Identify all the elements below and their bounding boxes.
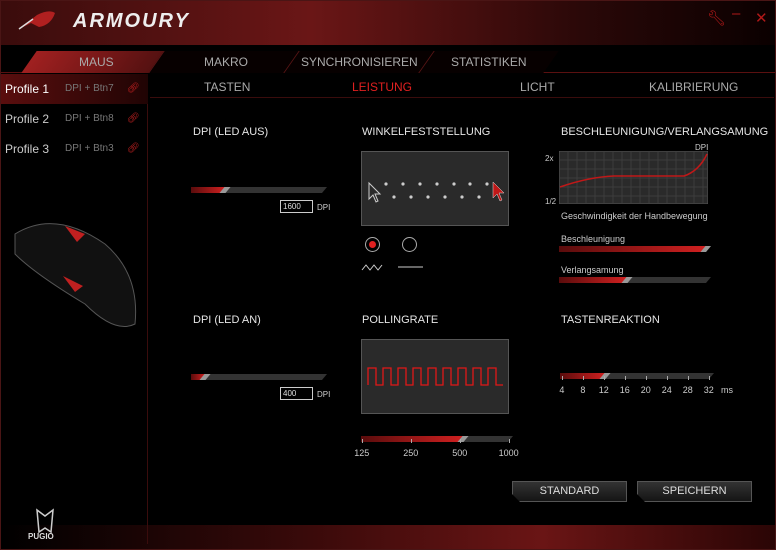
tick-mark (688, 376, 689, 380)
square-wave-graphic (367, 367, 503, 386)
polling-rate-preview (361, 339, 509, 414)
tab-makro[interactable]: MAKRO (148, 51, 304, 73)
pugio-logo-icon (36, 508, 54, 534)
standard-button[interactable]: STANDARD (512, 481, 627, 502)
tab-label: STATISTIKEN (451, 55, 527, 69)
profile-name: Profile 2 (5, 112, 50, 126)
tick-mark (625, 376, 626, 380)
tab-tasten[interactable]: TASTEN (204, 80, 251, 94)
dpi-led-off-input[interactable]: 1600 (280, 200, 313, 213)
tab-synchronisieren[interactable]: SYNCHRONISIEREN (283, 51, 434, 73)
polling-rate-title: POLLINGRATE (362, 314, 439, 326)
profile-name: Profile 1 (5, 82, 50, 96)
tick-label: 125 (354, 448, 370, 458)
profile-item-2[interactable]: Profile 2 DPI + Btn8 🔗︎ (1, 104, 148, 134)
tab-label: MAKRO (204, 55, 249, 69)
dpi-led-on-title: DPI (LED AN) (193, 314, 261, 326)
angle-snapping-title: WINKELFESTSTELLUNG (362, 126, 491, 138)
dpi-led-off-title: DPI (LED AUS) (193, 126, 269, 138)
dpi-led-on-slider[interactable] (191, 374, 327, 380)
tick-mark (460, 439, 461, 443)
angle-dots-graphic (368, 181, 505, 203)
brand-label: PUGIO (28, 532, 54, 541)
profile-item-3[interactable]: Profile 3 DPI + Btn3 🔗︎ (1, 134, 148, 164)
deceleration-slider[interactable] (559, 277, 711, 283)
chart-caption: Geschwindigkeit der Handbewegung (561, 211, 708, 221)
polling-rate-slider[interactable] (361, 436, 513, 442)
tick-label: 250 (403, 448, 419, 458)
angle-snapping-preview (361, 151, 509, 226)
tick-mark (646, 376, 647, 380)
tab-leistung[interactable]: LEISTUNG (352, 80, 413, 94)
angle-snapping-off-radio[interactable] (402, 237, 417, 252)
tick-mark (411, 439, 412, 443)
tick-mark (562, 376, 563, 380)
tick-label: 500 (452, 448, 468, 458)
tick-label: 32 (703, 385, 714, 395)
dpi-led-on-input[interactable]: 400 (280, 387, 313, 400)
app-title: ARMOURY (73, 10, 190, 32)
profile-binding: DPI + Btn8 (65, 113, 114, 124)
tick-label: 12 (598, 385, 609, 395)
tick-mark (583, 376, 584, 380)
button-response-slider[interactable] (560, 373, 714, 379)
zigzag-line-icon (361, 264, 423, 271)
chart-y-top: 2x (545, 154, 554, 163)
angle-snapping-on-radio[interactable] (365, 237, 380, 252)
chart-x-label: DPI (695, 143, 709, 152)
profile-binding: DPI + Btn3 (65, 143, 114, 154)
tab-label: MAUS (79, 55, 114, 69)
tick-mark (604, 376, 605, 380)
link-icon[interactable]: 🔗︎ (127, 83, 140, 94)
acceleration-curve (559, 153, 708, 188)
tab-licht[interactable]: LICHT (520, 80, 555, 94)
rog-logo-icon (18, 11, 55, 30)
sub-tabs: TASTEN LEISTUNG LICHT KALIBRIERUNG (150, 74, 774, 98)
ms-unit: ms (721, 385, 733, 395)
acceleration-title: BESCHLEUNIGUNG/VERLANGSAMUNG (561, 126, 769, 138)
link-icon[interactable]: 🔗︎ (127, 113, 140, 124)
close-button[interactable]: ✕ (755, 10, 768, 27)
tick-mark (509, 439, 510, 443)
tick-label: 24 (661, 385, 672, 395)
profile-name: Profile 3 (5, 142, 50, 156)
tick-label: 8 (580, 385, 586, 395)
save-button[interactable]: SPEICHERN (637, 481, 752, 502)
tab-statistiken[interactable]: STATISTIKEN (418, 51, 559, 73)
button-response-title: TASTENREAKTION (561, 314, 660, 326)
minimize-button[interactable]: – (732, 5, 741, 22)
tick-label: 4 (559, 385, 565, 395)
tab-kalibrierung[interactable]: KALIBRIERUNG (649, 80, 739, 94)
acceleration-curve-chart (559, 151, 708, 204)
profile-binding: DPI + Btn7 (65, 83, 114, 94)
footer-bar (1, 525, 775, 549)
dpi-led-off-slider[interactable] (191, 187, 327, 193)
tick-label: 16 (619, 385, 630, 395)
deceleration-label: Verlangsamung (561, 265, 624, 275)
acceleration-slider[interactable] (559, 246, 711, 252)
acceleration-label: Beschleunigung (561, 234, 626, 244)
tick-mark (362, 439, 363, 443)
tab-label: SYNCHRONISIEREN (300, 55, 418, 69)
chart-y-bottom: 1/2 (545, 197, 557, 206)
dpi-unit: DPI (317, 390, 331, 399)
tick-label: 28 (682, 385, 693, 395)
tick-label: 20 (640, 385, 651, 395)
dpi-unit: DPI (317, 203, 331, 212)
main-tabs: MAUS MAKRO SYNCHRONISIEREN STATISTIKEN (1, 51, 775, 73)
tick-mark (709, 376, 710, 380)
link-icon[interactable]: 🔗︎ (127, 143, 140, 154)
tick-label: 1000 (498, 448, 519, 458)
title-bar: ARMOURY 🔧︎ – ✕ (1, 1, 775, 45)
mouse-image (14, 223, 137, 327)
profile-sidebar: Profile 1 DPI + Btn7 🔗︎ Profile 2 DPI + Btn… (1, 74, 148, 544)
profile-item-1[interactable]: Profile 1 DPI + Btn7 🔗︎ (1, 74, 148, 104)
wrench-icon[interactable]: 🔧︎ (707, 10, 727, 27)
tick-mark (667, 376, 668, 380)
